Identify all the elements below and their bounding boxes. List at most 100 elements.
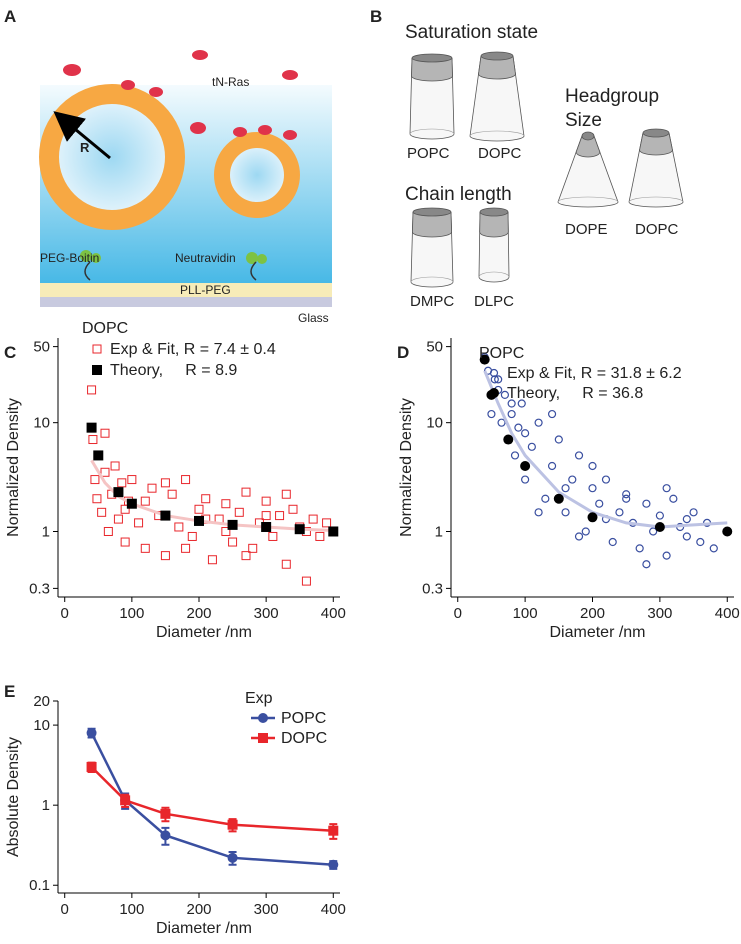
lipid-head [412, 211, 452, 238]
point [281, 489, 291, 499]
point [86, 422, 97, 433]
lipid-head [639, 132, 673, 156]
label: tN-Ras [212, 75, 249, 89]
point [120, 795, 131, 806]
point [110, 461, 120, 471]
point [642, 560, 651, 569]
y-tick-label: 0.3 [422, 580, 443, 597]
x-tick-label: 0 [61, 901, 69, 918]
point [662, 484, 671, 493]
panel-label: A [4, 7, 16, 26]
legend-label: Theory, R = 8.9 [110, 362, 237, 379]
label: DOPE [565, 221, 608, 238]
point [100, 467, 110, 477]
point [261, 511, 271, 521]
point [167, 489, 177, 499]
x-tick-label: 300 [647, 605, 672, 622]
point [127, 475, 137, 485]
x-axis-title: Diameter /nm [156, 920, 252, 937]
point [140, 543, 150, 553]
point [682, 514, 691, 524]
lipid-top [411, 53, 453, 63]
point [100, 428, 110, 438]
lipid-icon [409, 53, 455, 140]
label: DOPC [478, 145, 522, 162]
point [479, 354, 490, 365]
point [696, 537, 705, 547]
lipid-top [642, 128, 670, 138]
point [86, 727, 97, 738]
label: DLPC [474, 293, 514, 310]
legend-label: Exp & Fit, R = 31.8 ± 6.2 [507, 365, 682, 382]
lipid-icon [478, 207, 510, 283]
point [507, 409, 516, 419]
point [553, 493, 564, 504]
lipid-rim [409, 128, 455, 135]
point [261, 496, 271, 506]
legend-marker [489, 388, 499, 398]
legend-title: Exp [245, 690, 273, 707]
point [547, 409, 557, 419]
lipid-head [411, 57, 453, 82]
point [503, 434, 514, 445]
legend-marker [258, 713, 268, 723]
point [93, 450, 104, 461]
x-tick-label: 0 [61, 605, 69, 622]
x-tick-label: 200 [580, 605, 605, 622]
y-tick-label: 20 [33, 693, 50, 710]
point [160, 478, 170, 488]
x-tick-label: 400 [715, 605, 740, 622]
point [181, 475, 191, 485]
label: POPC [407, 145, 450, 162]
point [521, 475, 530, 484]
panel-label: B [370, 7, 382, 26]
point [615, 508, 624, 517]
point [113, 487, 124, 498]
y-tick-label: 1 [42, 523, 50, 540]
point [709, 544, 718, 553]
point [328, 859, 339, 870]
lipid-head [575, 135, 601, 158]
point [294, 524, 305, 535]
point [221, 526, 231, 536]
point [669, 494, 678, 503]
lipid-icon [469, 51, 525, 142]
legend-label: DOPC [281, 730, 327, 747]
point [234, 507, 244, 517]
point [568, 475, 577, 484]
point [608, 537, 617, 547]
fit-curve [483, 370, 728, 529]
lipid-body [557, 135, 619, 208]
point [510, 451, 520, 460]
point [500, 390, 510, 399]
label: Glass [298, 311, 329, 325]
point [587, 512, 598, 523]
x-tick-label: 100 [119, 605, 144, 622]
point [221, 499, 231, 509]
point [281, 559, 291, 569]
point [181, 543, 191, 553]
point [654, 521, 665, 532]
vesicle-diagram [39, 50, 332, 307]
y-tick-label: 50 [33, 339, 50, 356]
lipid-rim [557, 196, 619, 203]
x-tick-label: 300 [254, 901, 279, 918]
legend-label: Exp & Fit, R = 7.4 ± 0.4 [110, 341, 276, 358]
point [147, 483, 157, 493]
x-tick-label: 400 [321, 605, 346, 622]
legend-marker [489, 368, 499, 378]
point [497, 418, 506, 427]
y-tick-label: 10 [33, 415, 50, 432]
point [207, 555, 217, 565]
legend-label: POPC [281, 710, 326, 727]
point [561, 508, 570, 517]
x-tick-label: 0 [454, 605, 462, 622]
label: DMPC [410, 293, 454, 310]
point [227, 819, 238, 830]
point [228, 537, 238, 547]
lipid-head [479, 211, 509, 238]
point [227, 852, 238, 863]
point [160, 830, 171, 841]
legend-marker [92, 344, 102, 354]
